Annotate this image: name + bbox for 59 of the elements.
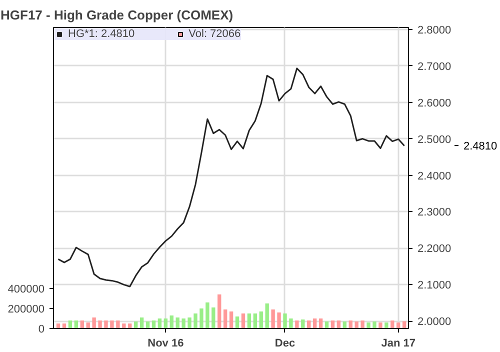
bar <box>116 320 120 328</box>
bar <box>259 311 263 328</box>
bar <box>212 307 216 328</box>
bar <box>229 311 234 328</box>
bar <box>372 321 376 328</box>
bar <box>277 312 281 328</box>
y2-tick-label: 2.6000 <box>418 97 452 110</box>
bar <box>289 318 293 328</box>
bar <box>247 313 252 328</box>
bar <box>295 320 299 328</box>
bar <box>200 308 204 328</box>
x-tick-label: Dec <box>274 338 296 350</box>
y2-tick-label: 2.7000 <box>418 60 452 73</box>
bar <box>235 316 240 328</box>
bar <box>354 321 358 328</box>
y2-tick-label: 2.3000 <box>418 206 452 219</box>
y-tick-label: 0 <box>38 324 45 336</box>
line-series <box>58 68 406 288</box>
bar <box>182 318 186 328</box>
bar <box>312 318 317 328</box>
y-tick-label: 400000 <box>8 283 45 296</box>
bar <box>265 303 269 328</box>
bar <box>140 317 144 328</box>
legend-label: HG*1: 2.4810 <box>68 28 135 40</box>
y-tick-label: 200000 <box>8 303 45 316</box>
bar <box>218 294 222 328</box>
bar <box>164 318 168 328</box>
bar <box>223 309 228 328</box>
bar <box>98 320 102 328</box>
bar <box>158 318 162 328</box>
y2-tick-label: 2.0000 <box>418 316 452 328</box>
y2-tick-label: 2.8000 <box>418 24 452 36</box>
text: 2.4810 <box>464 140 498 153</box>
bar <box>206 302 210 328</box>
bar <box>378 322 382 328</box>
bar <box>366 322 370 328</box>
y2-tick-label: 2.1000 <box>418 280 452 292</box>
bar <box>170 315 174 328</box>
legend-label: Vol: 72066 <box>188 28 241 40</box>
bar <box>122 323 126 328</box>
bar <box>110 320 114 328</box>
bar <box>318 318 323 328</box>
bar <box>360 320 364 328</box>
bar <box>283 313 287 328</box>
bar <box>253 313 258 328</box>
bar <box>271 309 275 328</box>
bar <box>176 317 180 328</box>
x-tick-label: Jan 17 <box>381 338 416 350</box>
bar <box>92 317 96 328</box>
bar <box>104 320 108 328</box>
y2-tick-label: 2.4000 <box>418 170 452 182</box>
bar <box>241 313 246 328</box>
y2-tick-label: 2.2000 <box>418 243 452 256</box>
bar <box>194 313 198 328</box>
bar <box>188 317 192 328</box>
y2-tick-label: 2.5000 <box>418 134 452 146</box>
chart-title: HGF17 - High Grade Copper (COMEX) <box>0 8 234 22</box>
x-tick-label: Nov 16 <box>148 338 184 350</box>
bar <box>384 322 388 328</box>
